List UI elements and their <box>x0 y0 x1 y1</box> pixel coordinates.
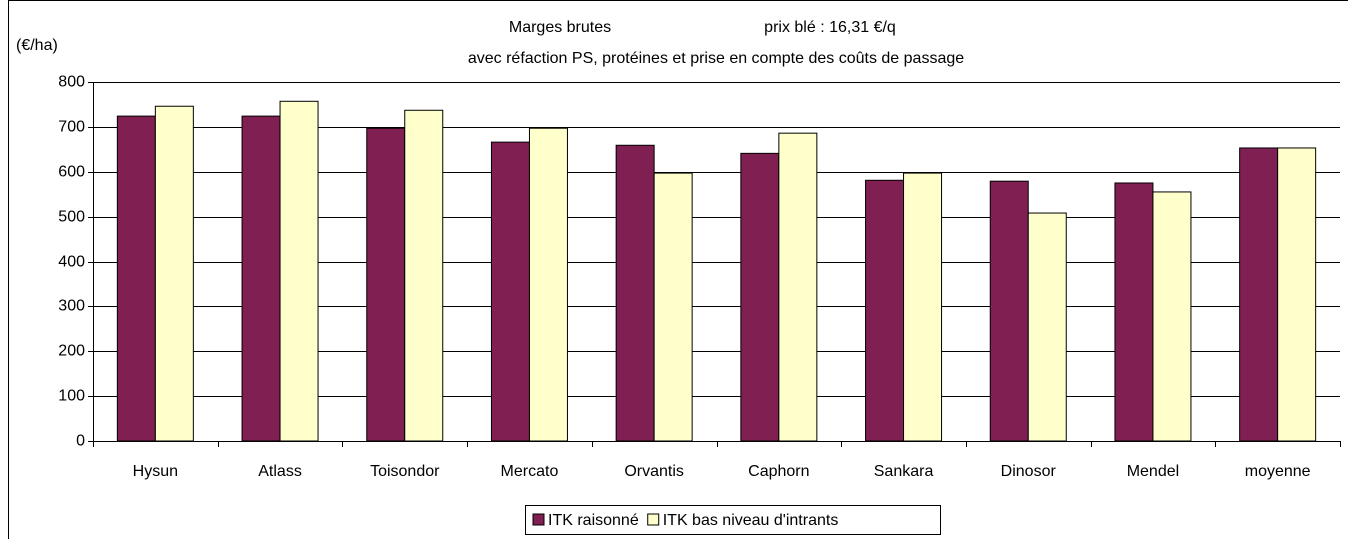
x-tick-label: Mendel <box>1127 463 1179 480</box>
bar <box>1240 148 1278 441</box>
legend-swatch <box>648 514 659 525</box>
legend-label: ITK raisonné <box>548 512 639 529</box>
bar <box>155 106 193 441</box>
x-tick-label: Atlass <box>258 463 302 480</box>
chart-subtitle: avec réfaction PS, protéines et prise en… <box>468 50 964 67</box>
bar <box>654 173 692 441</box>
bar <box>280 101 318 441</box>
y-tick-label: 200 <box>58 343 85 360</box>
legend-label: ITK bas niveau d'intrants <box>663 512 839 529</box>
bar <box>1278 148 1316 441</box>
x-tick-label: Caphorn <box>748 463 809 480</box>
y-tick-label: 600 <box>58 164 85 181</box>
bar <box>491 142 529 441</box>
bar <box>616 145 654 441</box>
bar <box>117 116 155 441</box>
y-tick-label: 400 <box>58 254 85 271</box>
legend-swatch <box>533 514 544 525</box>
y-axis-label: (€/ha) <box>16 37 58 54</box>
bar <box>1153 192 1191 441</box>
bar <box>405 110 443 441</box>
bar <box>779 133 817 441</box>
x-tick-label: Toisondor <box>370 463 440 480</box>
bar <box>990 181 1028 441</box>
bar <box>529 128 567 441</box>
y-tick-label: 700 <box>58 119 85 136</box>
y-tick-label: 0 <box>76 433 85 450</box>
bar <box>367 128 405 441</box>
bar <box>741 153 779 441</box>
y-tick-label: 300 <box>58 298 85 315</box>
x-tick-label: Sankara <box>874 463 934 480</box>
x-tick-label: moyenne <box>1245 463 1311 480</box>
x-tick-label: Orvantis <box>624 463 684 480</box>
y-tick-label: 800 <box>58 74 85 91</box>
bar <box>1028 213 1066 441</box>
bar <box>904 173 942 441</box>
y-tick-label: 100 <box>58 388 85 405</box>
bar <box>1115 183 1153 441</box>
y-tick-label: 500 <box>58 209 85 226</box>
x-tick-label: Mercato <box>501 463 559 480</box>
bar <box>866 180 904 441</box>
x-tick-label: Dinosor <box>1001 463 1057 480</box>
chart-title: Marges brutes <box>509 19 611 36</box>
chart-title: prix blé : 16,31 €/q <box>764 19 896 36</box>
bar <box>242 116 280 441</box>
x-tick-label: Hysun <box>133 463 178 480</box>
